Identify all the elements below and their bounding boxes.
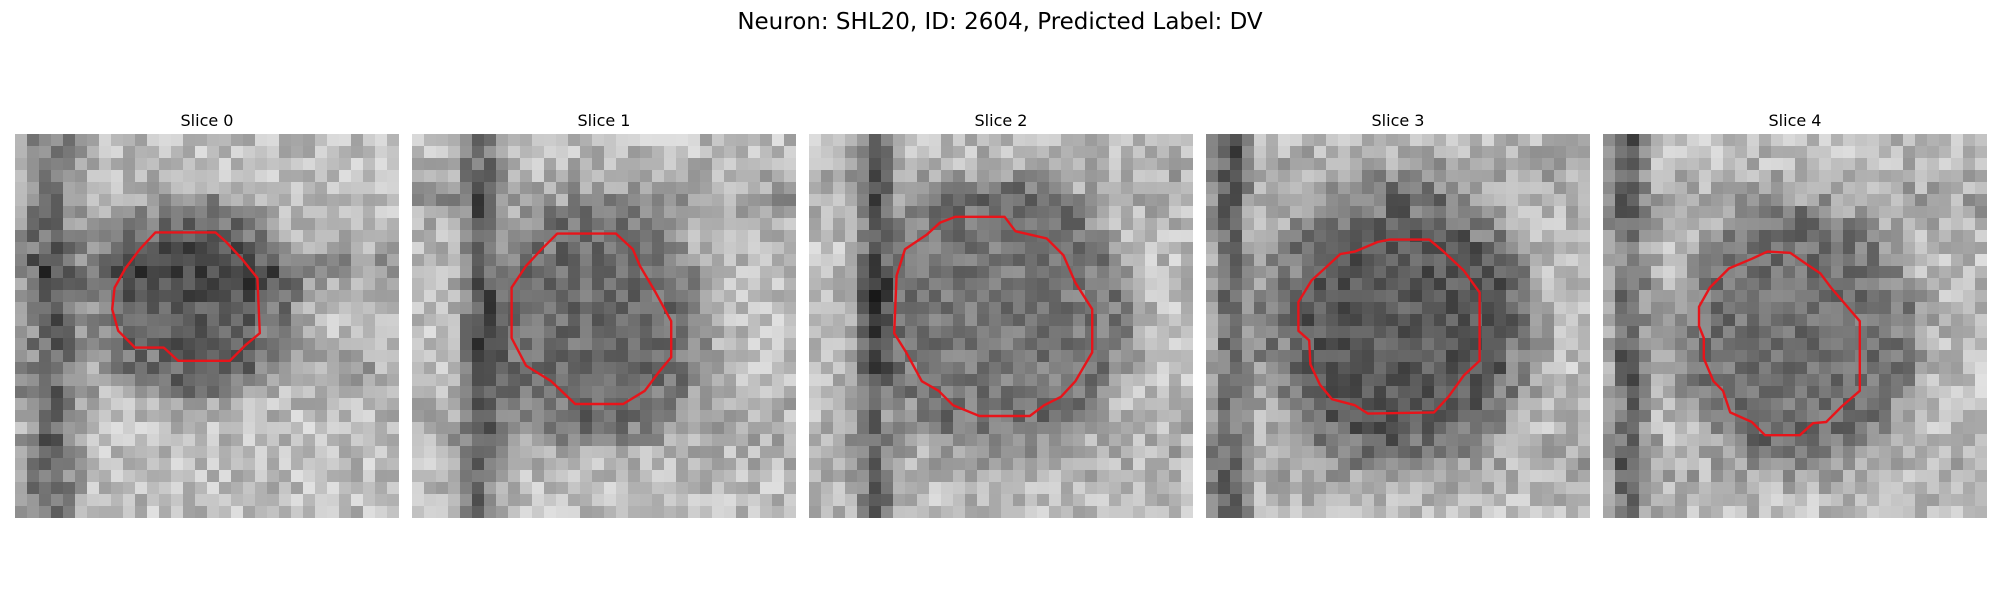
figure-title: Neuron: SHL20, ID: 2604, Predicted Label… xyxy=(737,9,1263,35)
slice-panel-1: Slice 1 xyxy=(412,108,796,518)
pixel-grid xyxy=(15,134,399,518)
slice-texture-1 xyxy=(412,134,796,518)
soma-contour-3 xyxy=(1297,238,1481,415)
slice-texture-3 xyxy=(1206,134,1590,518)
slice-title-3: Slice 3 xyxy=(1371,111,1425,130)
soma-contour-0 xyxy=(110,231,262,363)
soma-contour-4 xyxy=(1697,250,1861,437)
slice-texture-2 xyxy=(809,134,1193,518)
slice-panel-4: Slice 4 xyxy=(1603,108,1987,518)
slice-panel-2: Slice 2 xyxy=(809,108,1193,518)
soma-contour-1 xyxy=(510,232,673,406)
slice-panel-0: Slice 0 xyxy=(15,108,399,518)
slice-image-2 xyxy=(809,134,1193,518)
slice-title-0: Slice 0 xyxy=(180,111,234,130)
slice-title-2: Slice 2 xyxy=(974,111,1028,130)
pixel-grid xyxy=(1603,134,1987,518)
slice-panel-3: Slice 3 xyxy=(1206,108,1590,518)
slice-image-4 xyxy=(1603,134,1987,518)
pixel-grid xyxy=(1206,134,1590,518)
slice-image-3 xyxy=(1206,134,1590,518)
slice-texture-0 xyxy=(15,134,399,518)
slice-texture-4 xyxy=(1603,134,1987,518)
pixel-grid xyxy=(412,134,796,518)
slice-title-4: Slice 4 xyxy=(1768,111,1822,130)
slice-image-0 xyxy=(15,134,399,518)
slice-image-1 xyxy=(412,134,796,518)
soma-contour-2 xyxy=(892,215,1094,418)
pixel-grid xyxy=(809,134,1193,518)
slice-title-1: Slice 1 xyxy=(577,111,631,130)
